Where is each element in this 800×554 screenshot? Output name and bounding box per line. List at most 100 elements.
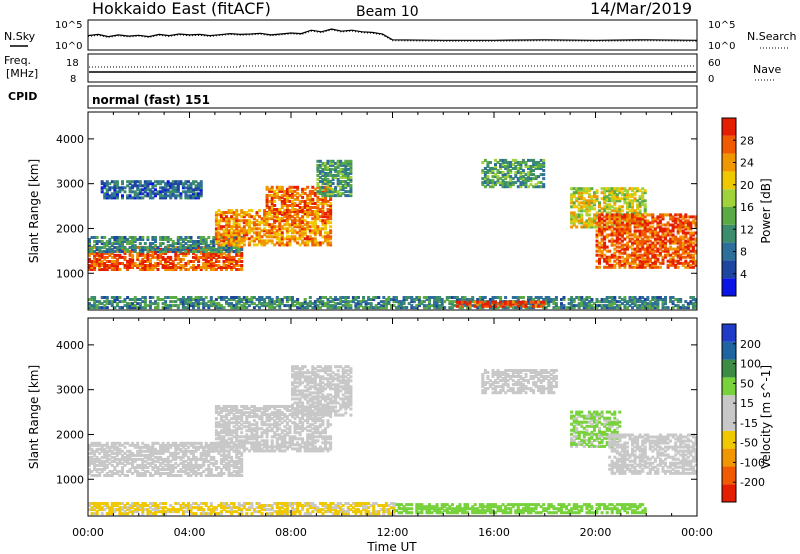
data-cell [88, 244, 91, 248]
data-cell [570, 211, 574, 215]
data-cell [623, 197, 627, 201]
data-cell [646, 263, 650, 267]
data-cell [131, 260, 135, 263]
data-cell [230, 237, 234, 241]
data-cell [326, 302, 330, 306]
data-cell [593, 217, 596, 221]
colorbar-segment [722, 171, 736, 190]
data-cell [113, 445, 117, 449]
data-cell [263, 227, 267, 231]
data-cell [138, 268, 142, 271]
data-cell [179, 474, 183, 477]
data-cell [212, 461, 216, 465]
data-cell [187, 247, 190, 251]
data-cell [113, 182, 117, 186]
data-cell [620, 217, 624, 221]
data-cell [90, 251, 94, 255]
data-cell [417, 298, 421, 301]
data-cell [164, 300, 168, 304]
data-cell [219, 243, 223, 247]
data-cell [194, 459, 198, 463]
data-cell [316, 206, 320, 209]
data-cell [217, 472, 221, 475]
data-cell [626, 191, 629, 195]
data-cell [126, 262, 130, 265]
data-cell [679, 225, 683, 229]
data-cell [643, 247, 647, 251]
data-cell [179, 196, 183, 200]
data-cell [313, 212, 317, 215]
data-cell [174, 255, 178, 259]
data-cell [641, 199, 645, 203]
data-cell [329, 206, 333, 209]
data-cell [615, 229, 619, 233]
colorbar-segment [722, 189, 736, 207]
data-cell [204, 257, 208, 261]
data-cell [633, 209, 637, 213]
data-cell [435, 296, 439, 299]
data-cell [570, 306, 574, 310]
data-cell [108, 251, 112, 255]
data-cell [143, 463, 147, 467]
data-cell [681, 263, 685, 267]
data-cell [610, 300, 614, 304]
data-cell [491, 183, 495, 187]
data-cell [661, 229, 665, 233]
data-cell [661, 298, 665, 301]
data-cell [265, 229, 269, 233]
data-cell [613, 227, 617, 231]
data-cell [631, 207, 634, 211]
data-cell [336, 194, 340, 198]
data-cell [631, 187, 634, 191]
data-cell [326, 215, 330, 219]
data-cell [90, 248, 94, 252]
data-cell [95, 463, 99, 467]
data-cell [618, 251, 622, 255]
data-cell [638, 215, 642, 219]
data-cell [128, 249, 132, 253]
data-cell [646, 259, 650, 263]
data-cell [184, 238, 188, 241]
data-cell [118, 457, 122, 461]
data-cell [605, 227, 609, 231]
data-cell [280, 235, 284, 239]
data-cell [105, 445, 109, 449]
data-cell [118, 300, 122, 304]
data-cell [671, 261, 675, 265]
data-cell [422, 300, 426, 304]
data-cell [674, 239, 678, 243]
data-cell [113, 466, 117, 469]
data-cell [136, 472, 140, 475]
data-cell [435, 304, 439, 308]
data-cell [613, 187, 617, 191]
data-cell [296, 298, 300, 301]
data-cell [603, 215, 607, 219]
data-cell [691, 241, 695, 245]
data-cell [618, 205, 622, 209]
data-cell [618, 261, 622, 265]
data-cell [115, 194, 119, 198]
data-cell [384, 298, 388, 301]
data-cell [656, 241, 660, 245]
data-cell [641, 229, 645, 233]
data-cell [623, 296, 627, 299]
data-cell [283, 199, 287, 203]
data-cell [247, 219, 251, 223]
data-cell [626, 207, 629, 211]
data-cell [336, 171, 340, 175]
data-cell [603, 304, 607, 308]
data-cell [638, 235, 642, 239]
data-cell [184, 236, 188, 239]
data-cell [481, 169, 485, 172]
data-cell [212, 240, 216, 243]
data-cell [242, 225, 246, 229]
data-cell [349, 159, 353, 163]
data-cell [313, 215, 317, 219]
data-cell [166, 461, 170, 465]
data-cell [291, 215, 294, 219]
data-cell [344, 176, 348, 179]
data-cell [585, 201, 589, 205]
data-cell [326, 241, 330, 245]
data-cell [369, 302, 373, 306]
data-cell [324, 237, 327, 241]
